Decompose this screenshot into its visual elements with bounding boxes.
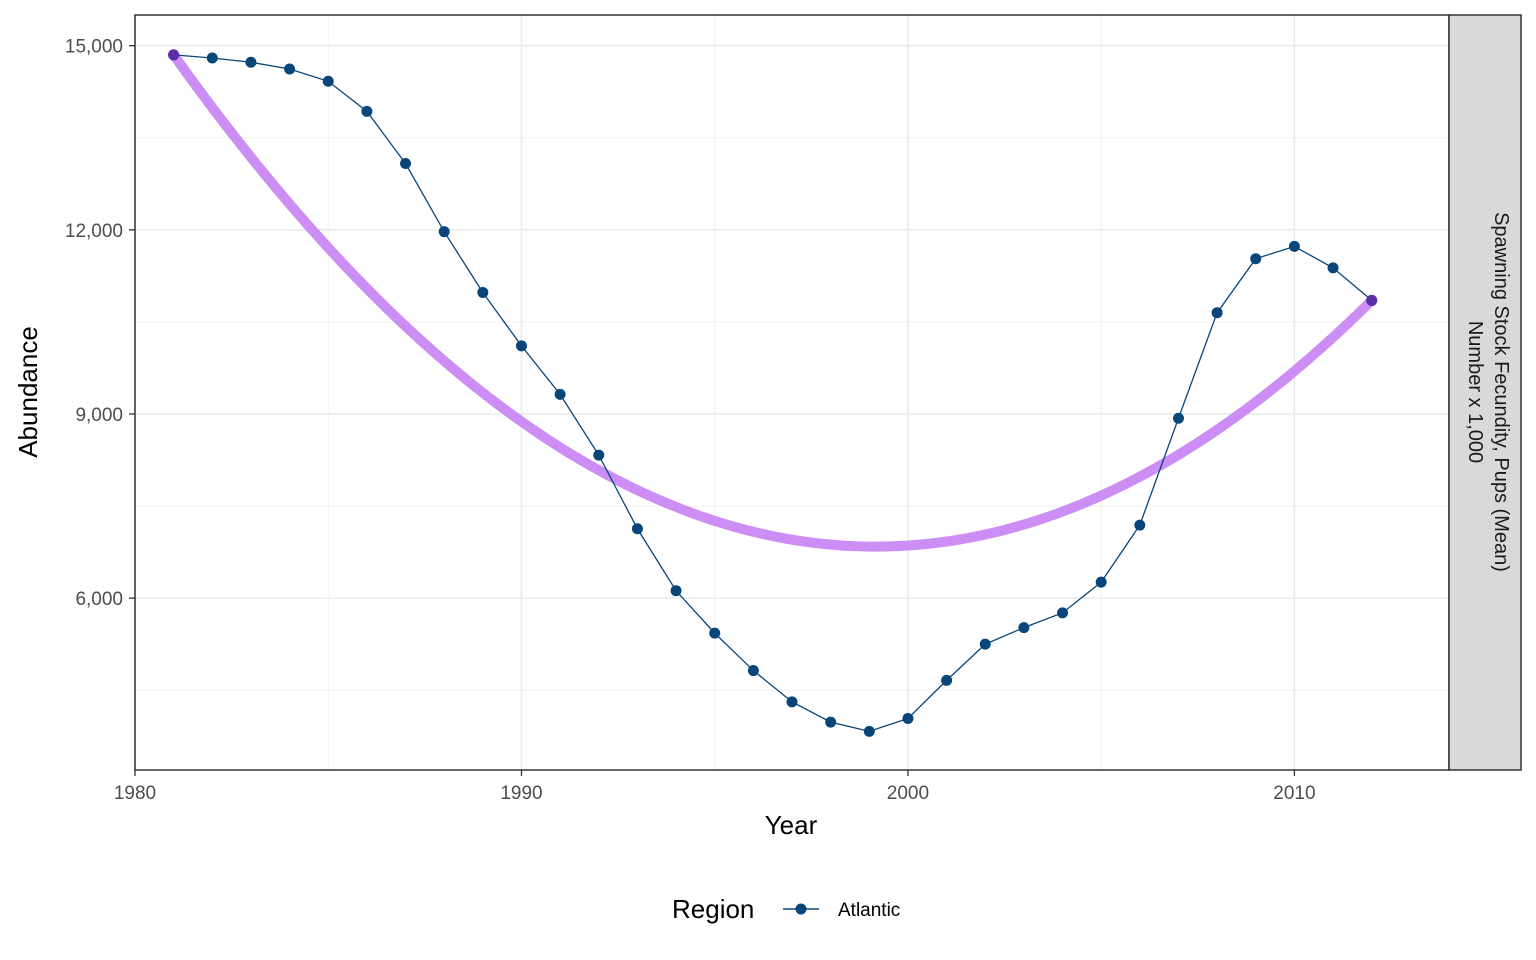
facet-strip-label-line1: Spawning Stock Fecundity, Pups (Mean): [1490, 212, 1512, 572]
data-point: [902, 712, 914, 724]
data-point: [786, 696, 798, 708]
trend-curve: [169, 51, 1376, 552]
series-layer: [168, 49, 1378, 737]
endpoint-marker: [168, 49, 180, 61]
endpoint-marker: [1366, 294, 1378, 306]
x-tick-label: 2000: [887, 783, 929, 804]
y-axis-title: Abundance: [13, 326, 43, 458]
data-point: [863, 725, 875, 737]
data-point: [979, 638, 991, 650]
data-point: [322, 75, 334, 87]
data-point: [941, 674, 953, 686]
x-tick-label: 2010: [1273, 783, 1315, 804]
legend: Region Atlantic: [672, 894, 900, 924]
data-point: [1211, 307, 1223, 319]
data-point: [1134, 519, 1146, 531]
data-point: [1018, 622, 1030, 634]
data-point: [515, 340, 527, 352]
data-point: [477, 286, 489, 298]
data-point: [554, 388, 566, 400]
data-point: [245, 56, 257, 68]
legend-label-atlantic: Atlantic: [838, 900, 900, 921]
legend-title: Region: [672, 894, 754, 924]
data-point: [361, 105, 373, 117]
y-axis: 6,000 9,000 12,000 15,000: [65, 37, 135, 610]
plot-background: [135, 15, 1449, 770]
data-point: [438, 226, 450, 238]
data-point: [631, 523, 643, 535]
endpoint-layer: [168, 49, 1378, 306]
y-tick-label: 6,000: [75, 589, 123, 610]
data-point: [284, 63, 296, 75]
data-point: [206, 52, 218, 64]
trend-layer: [169, 51, 1376, 552]
x-axis: 1980 1990 2000 2010: [114, 770, 1316, 804]
data-point: [1057, 607, 1069, 619]
data-point: [747, 665, 759, 677]
data-point: [709, 627, 721, 639]
data-point: [1172, 412, 1184, 424]
grid-major: [134, 15, 1449, 770]
data-point: [593, 449, 605, 461]
legend-key-point: [795, 903, 807, 915]
facet-strip: [1448, 14, 1522, 771]
x-tick-label: 1990: [500, 783, 542, 804]
data-point: [1095, 576, 1107, 588]
data-point: [1250, 253, 1262, 265]
y-tick-label: 15,000: [65, 37, 123, 58]
data-point: [1327, 262, 1339, 274]
data-point: [670, 585, 682, 597]
y-tick-label: 9,000: [75, 405, 123, 426]
data-point: [825, 716, 837, 728]
facet-strip-label-line2: Number x 1,000: [1464, 321, 1486, 463]
data-point: [400, 158, 412, 170]
y-tick-label: 12,000: [65, 221, 123, 242]
data-point: [1288, 240, 1300, 252]
x-tick-label: 1980: [114, 783, 156, 804]
series-line-atlantic: [173, 54, 1373, 733]
x-axis-title: Year: [765, 810, 818, 840]
grid-minor: [135, 15, 1449, 770]
